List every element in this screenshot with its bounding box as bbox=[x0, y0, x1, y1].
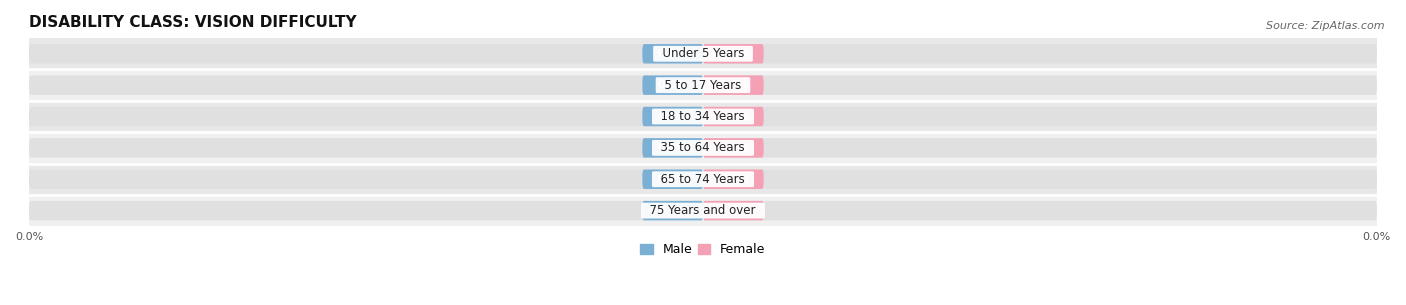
FancyBboxPatch shape bbox=[643, 44, 703, 63]
Bar bbox=[30, 101, 1376, 132]
Bar bbox=[30, 132, 1376, 163]
FancyBboxPatch shape bbox=[703, 138, 763, 158]
FancyBboxPatch shape bbox=[703, 75, 1376, 95]
Bar bbox=[30, 70, 1376, 101]
FancyBboxPatch shape bbox=[643, 170, 703, 189]
FancyBboxPatch shape bbox=[30, 170, 703, 189]
Text: 18 to 34 Years: 18 to 34 Years bbox=[654, 110, 752, 123]
FancyBboxPatch shape bbox=[643, 107, 703, 126]
Text: 35 to 64 Years: 35 to 64 Years bbox=[654, 142, 752, 154]
Text: 0.0%: 0.0% bbox=[658, 143, 688, 153]
FancyBboxPatch shape bbox=[703, 75, 763, 95]
Text: 0.0%: 0.0% bbox=[718, 49, 748, 59]
FancyBboxPatch shape bbox=[703, 138, 1376, 158]
Text: 0.0%: 0.0% bbox=[718, 112, 748, 121]
FancyBboxPatch shape bbox=[643, 75, 703, 95]
Text: 0.0%: 0.0% bbox=[658, 49, 688, 59]
FancyBboxPatch shape bbox=[703, 44, 763, 63]
FancyBboxPatch shape bbox=[703, 201, 763, 220]
FancyBboxPatch shape bbox=[703, 170, 1376, 189]
Text: 0.0%: 0.0% bbox=[658, 174, 688, 184]
FancyBboxPatch shape bbox=[703, 107, 763, 126]
Text: 0.0%: 0.0% bbox=[658, 80, 688, 90]
FancyBboxPatch shape bbox=[703, 170, 763, 189]
Text: Source: ZipAtlas.com: Source: ZipAtlas.com bbox=[1267, 21, 1385, 31]
Text: 0.0%: 0.0% bbox=[658, 112, 688, 121]
FancyBboxPatch shape bbox=[703, 44, 1376, 63]
FancyBboxPatch shape bbox=[30, 75, 703, 95]
Legend: Male, Female: Male, Female bbox=[636, 239, 770, 261]
Text: 5 to 17 Years: 5 to 17 Years bbox=[657, 79, 749, 92]
FancyBboxPatch shape bbox=[30, 44, 703, 63]
Text: 0.0%: 0.0% bbox=[718, 174, 748, 184]
Text: 0.0%: 0.0% bbox=[658, 206, 688, 216]
FancyBboxPatch shape bbox=[30, 107, 703, 126]
FancyBboxPatch shape bbox=[643, 138, 703, 158]
FancyBboxPatch shape bbox=[30, 138, 703, 158]
Bar bbox=[30, 38, 1376, 70]
Text: Under 5 Years: Under 5 Years bbox=[655, 47, 751, 60]
FancyBboxPatch shape bbox=[703, 107, 1376, 126]
Bar bbox=[30, 195, 1376, 226]
FancyBboxPatch shape bbox=[30, 201, 703, 220]
Text: DISABILITY CLASS: VISION DIFFICULTY: DISABILITY CLASS: VISION DIFFICULTY bbox=[30, 15, 357, 30]
Text: 0.0%: 0.0% bbox=[718, 80, 748, 90]
Text: 75 Years and over: 75 Years and over bbox=[643, 204, 763, 217]
FancyBboxPatch shape bbox=[703, 201, 1376, 220]
Text: 0.0%: 0.0% bbox=[718, 143, 748, 153]
Text: 65 to 74 Years: 65 to 74 Years bbox=[654, 173, 752, 186]
FancyBboxPatch shape bbox=[643, 201, 703, 220]
Bar bbox=[30, 163, 1376, 195]
Text: 0.0%: 0.0% bbox=[718, 206, 748, 216]
